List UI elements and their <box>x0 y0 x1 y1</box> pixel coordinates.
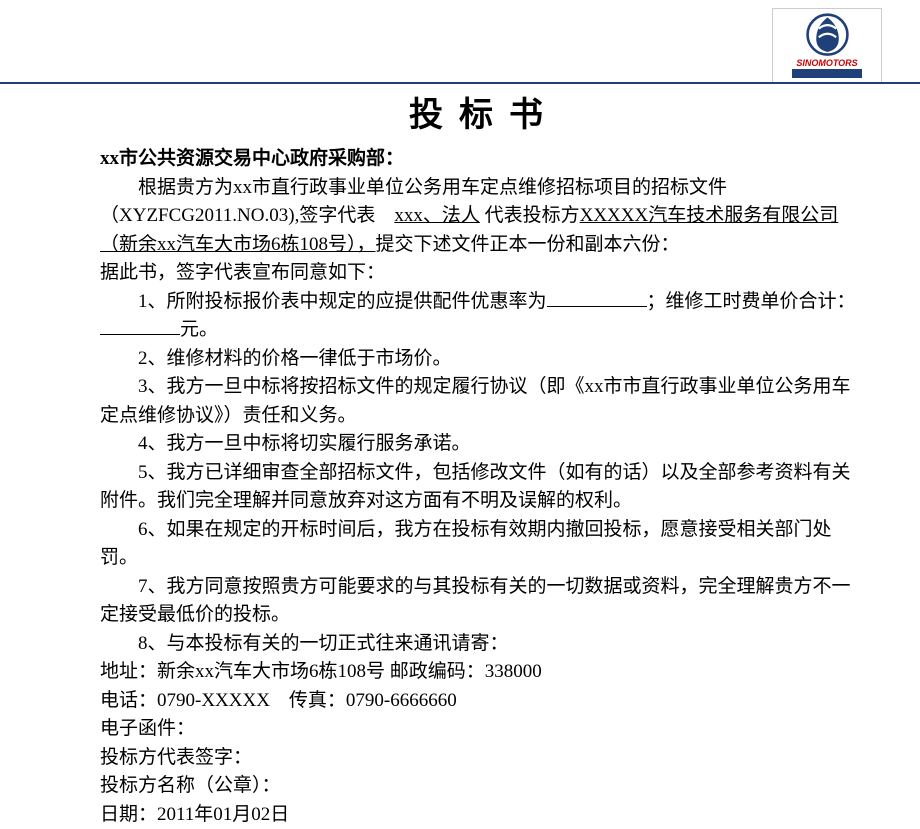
sign-line: 投标方代表签字： <box>100 744 868 773</box>
addressee-prefix: xx <box>100 148 119 169</box>
submit-line: 提交下述文件正本一份和副本六份： <box>376 234 680 255</box>
addressee-line: xx市公共资源交易中心政府采购部： <box>100 145 868 174</box>
address-line: 地址：新余xx汽车大市场6栋108号 邮政编码：338000 <box>100 658 868 687</box>
sinomotors-logo-icon <box>805 13 850 56</box>
document-content: 投标书 xx市公共资源交易中心政府采购部： 根据贵方为xx市直行政事业单位公务用… <box>100 90 868 829</box>
stamp-line: 投标方名称（公章）： <box>100 772 868 801</box>
phone-line: 电话：0790-XXXXX 传真：0790-6666660 <box>100 687 868 716</box>
header-divider <box>0 82 920 84</box>
rep-name: xxx、法人 <box>394 205 480 226</box>
logo-box: SINOMOTORS <box>772 8 882 83</box>
email-line: 电子函件： <box>100 715 868 744</box>
addressee-text: 市公共资源交易中心政府采购部： <box>119 148 404 169</box>
item-2: 2、维修材料的价格一律低于市场价。 <box>100 345 868 374</box>
item-1: 1、所附投标报价表中规定的应提供配件优惠率为 ；维修工时费单价合计： 元。 <box>100 288 868 345</box>
logo-sub-bar <box>792 69 862 78</box>
item1-text-b: ；维修工时费单价合计： <box>647 291 856 312</box>
item-3: 3、我方一旦中标将按招标文件的规定履行协议（即《xx市市直行政事业单位公务用车定… <box>100 373 868 430</box>
item1-text-a: 1、所附投标报价表中规定的应提供配件优惠率为 <box>138 291 547 312</box>
blank-rate <box>547 306 647 307</box>
intro-block: 根据贵方为xx市直行政事业单位公务用车定点维修招标项目的招标文件（XYZFCG2… <box>100 174 868 260</box>
item-6: 6、如果在规定的开标时间后，我方在投标有效期内撤回投标，愿意接受相关部门处罚。 <box>100 516 868 573</box>
intro-part2: 代表投标方 <box>480 205 580 226</box>
item-5: 5、我方已详细审查全部招标文件，包括修改文件（如有的话）以及全部参考资料有关附件… <box>100 459 868 516</box>
date-line: 日期：2011年01月02日 <box>100 801 868 829</box>
declare-line: 据此书，签字代表宣布同意如下： <box>100 259 868 288</box>
logo-brand-text: SINOMOTORS <box>796 58 857 68</box>
item-4: 4、我方一旦中标将切实履行服务承诺。 <box>100 430 868 459</box>
doc-title: 投标书 <box>100 90 868 141</box>
blank-price <box>100 334 180 335</box>
item-7: 7、我方同意按照贵方可能要求的与其投标有关的一切数据或资料，完全理解贵方不一定接… <box>100 573 868 630</box>
item1-text-c: 元。 <box>180 319 218 340</box>
item-8: 8、与本投标有关的一切正式往来通讯请寄： <box>100 630 868 659</box>
